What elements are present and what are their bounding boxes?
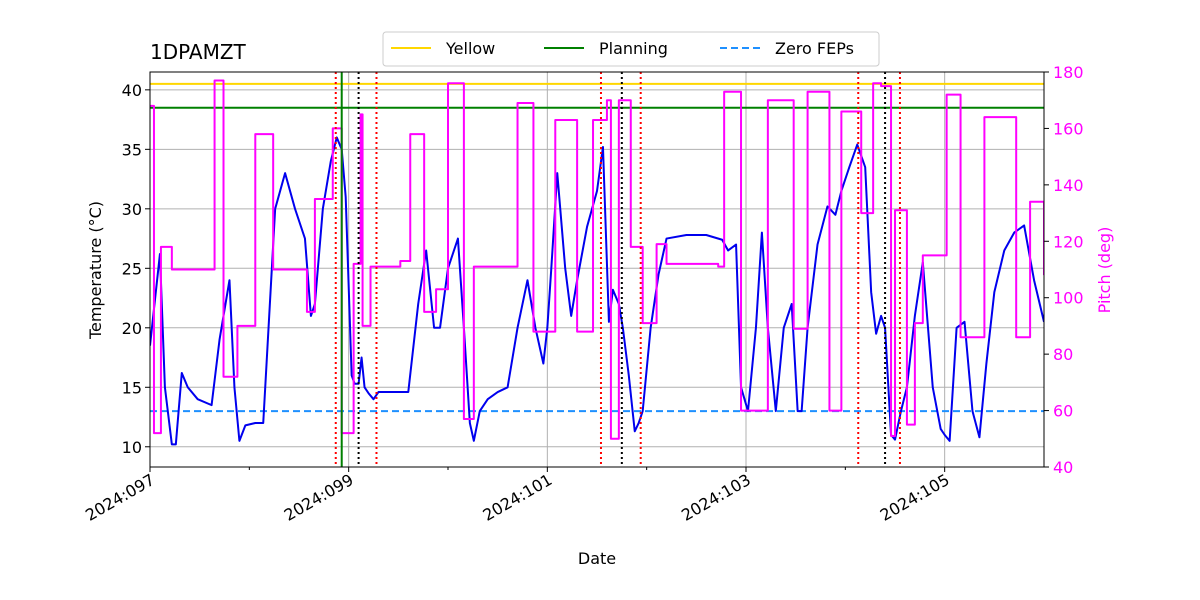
legend-label-yellow: Yellow [445, 39, 495, 58]
event-lines [334, 72, 901, 467]
y-tick-label: 10 [122, 438, 142, 457]
y2-tick-label: 40 [1053, 458, 1073, 477]
series-line-pitch [150, 79, 1044, 440]
y-tick-label: 15 [122, 378, 142, 397]
legend-label-zero-feps: Zero FEPs [775, 39, 854, 58]
y2-tick-label: 100 [1053, 289, 1084, 308]
y2-tick-label: 180 [1053, 63, 1084, 82]
legend-label-planning: Planning [599, 39, 668, 58]
data-series [150, 79, 1044, 446]
y2-tick-label: 140 [1053, 176, 1084, 195]
plot-frame [149, 71, 1045, 468]
y-tick-label: 30 [122, 200, 142, 219]
y2-axis-label: Pitch (deg) [1095, 227, 1114, 314]
y-tick-label: 25 [122, 259, 142, 278]
legend-box [382, 31, 880, 67]
y2-tick-label: 160 [1053, 119, 1084, 138]
y-axis-left: 10 15 20 25 30 35 40 [122, 81, 150, 457]
chart-title: 1DPAMZT [150, 40, 247, 64]
y-axis-right: 40 60 80 100 120 140 160 180 [1044, 63, 1084, 477]
y-axis-label: Temperature (°C) [86, 201, 105, 340]
y2-tick-label: 120 [1053, 232, 1084, 251]
y2-tick-label: 60 [1053, 402, 1073, 421]
x-axis-label: Date [578, 549, 616, 568]
y-tick-label: 40 [122, 81, 142, 100]
legend: Yellow Planning Zero FEPs [382, 31, 880, 67]
y-tick-label: 20 [122, 319, 142, 338]
y2-tick-label: 80 [1053, 345, 1073, 364]
threshold-lines [150, 82, 1044, 413]
y-tick-label: 35 [122, 140, 142, 159]
